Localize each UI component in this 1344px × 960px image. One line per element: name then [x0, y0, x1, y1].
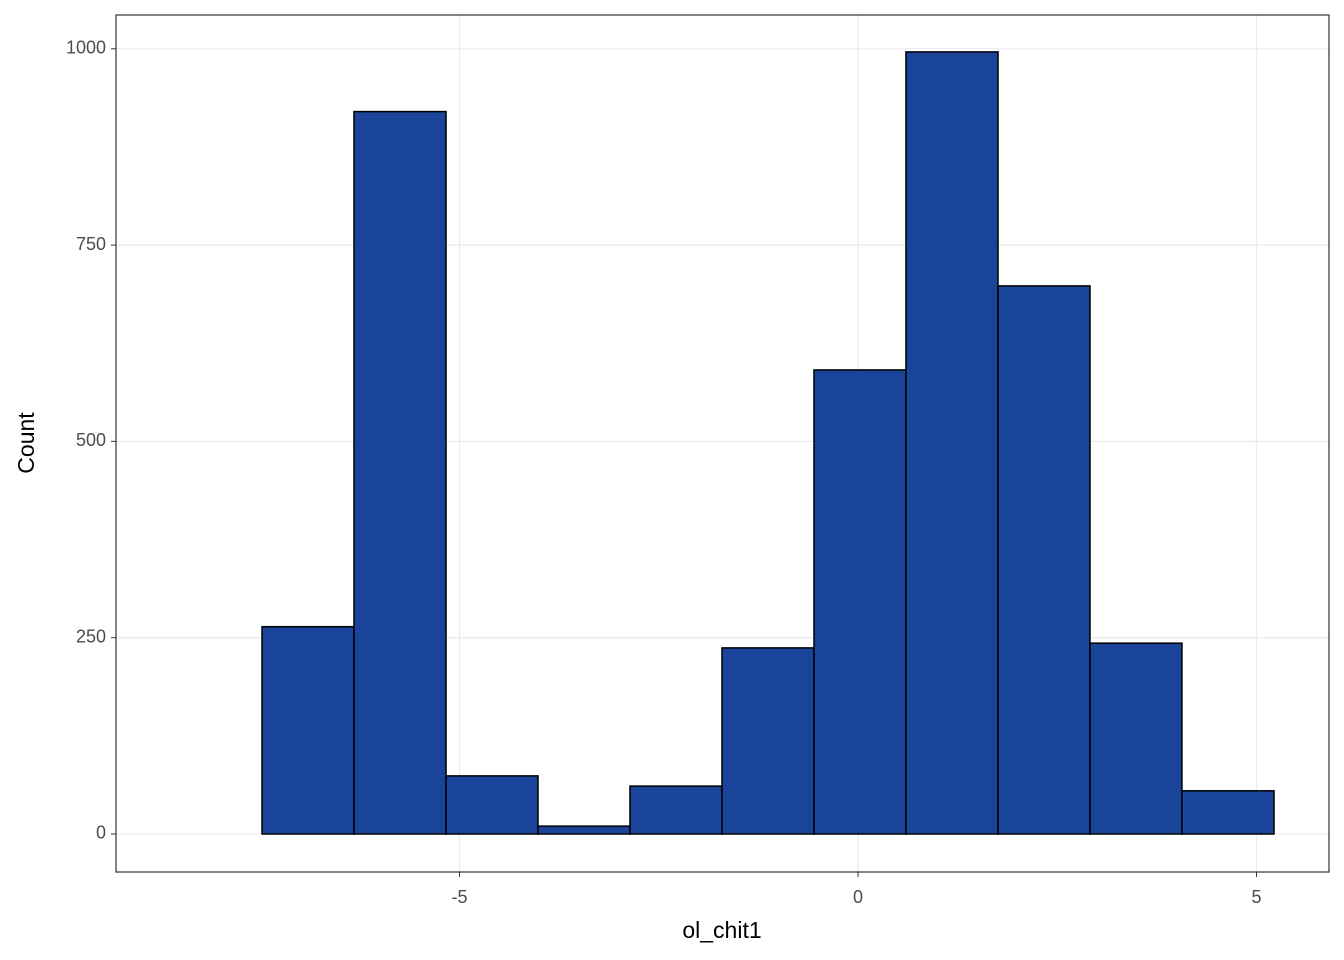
plot-border — [115, 14, 1330, 873]
bar — [445, 775, 539, 835]
bar — [261, 625, 355, 835]
y-axis-title: Count — [13, 412, 39, 474]
bar — [905, 51, 999, 835]
y-tick-label: 0 — [96, 823, 106, 843]
bar — [629, 785, 723, 835]
bar — [997, 285, 1091, 835]
bar — [813, 369, 907, 835]
x-tick-label: -5 — [451, 887, 467, 907]
bar — [721, 647, 815, 835]
y-tick-label: 500 — [76, 430, 106, 450]
x-tick-label: 0 — [853, 887, 863, 907]
x-tick-label: 5 — [1251, 887, 1261, 907]
bar — [1181, 790, 1275, 835]
y-tick-label: 750 — [76, 234, 106, 254]
y-tick-label: 1000 — [66, 38, 106, 58]
bar — [537, 825, 631, 835]
x-axis-title: ol_chit1 — [682, 917, 761, 943]
bar — [1089, 642, 1183, 835]
y-tick-label: 250 — [76, 626, 106, 646]
bar — [353, 110, 447, 835]
